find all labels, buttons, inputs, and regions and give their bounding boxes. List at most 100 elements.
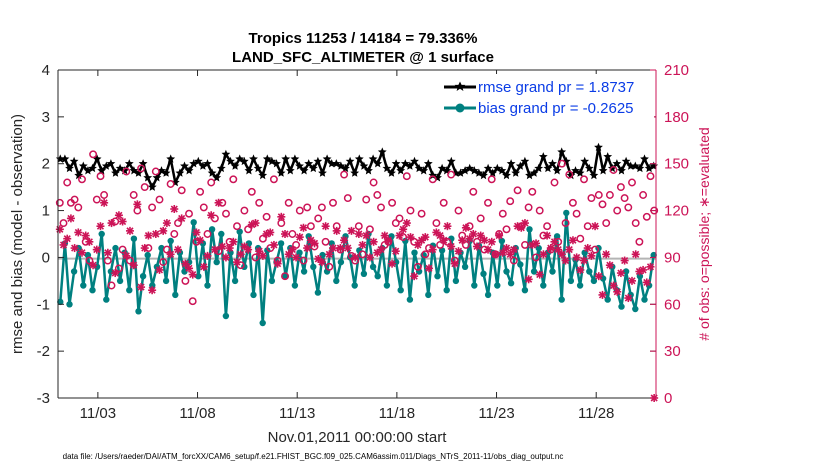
rmse-point xyxy=(584,163,594,173)
obs-evaluated-marker xyxy=(495,231,504,240)
obs-evaluated-marker xyxy=(384,236,393,245)
obs-evaluated-marker xyxy=(59,240,68,249)
rmse-point xyxy=(410,156,419,166)
obs-evaluated-stroke xyxy=(303,244,311,252)
obs-evaluated-stroke xyxy=(576,266,584,274)
rmse-point xyxy=(368,154,378,163)
obs-evaluated-marker xyxy=(144,231,153,240)
rmse-point xyxy=(184,166,194,175)
obs-evaluated-marker xyxy=(487,237,496,246)
bias-point xyxy=(167,237,174,245)
obs-evaluated-stroke xyxy=(107,219,116,227)
obs-possible-marker xyxy=(532,253,540,262)
obs-possible-marker xyxy=(436,240,445,249)
obs-evaluated-marker xyxy=(107,219,116,228)
obs-evaluated-stroke xyxy=(399,225,407,233)
bias-point xyxy=(333,277,340,285)
obs-possible-marker xyxy=(583,222,592,231)
obs-possible-marker xyxy=(114,264,123,273)
bias-point xyxy=(558,296,565,303)
rmse-point xyxy=(166,154,176,163)
rmse-point xyxy=(65,163,74,173)
obs-evaluated-marker xyxy=(292,253,301,262)
obs-possible-marker xyxy=(406,206,415,215)
bias-point xyxy=(291,282,299,289)
legend-bias-marker xyxy=(455,103,465,113)
obs-possible-marker xyxy=(251,253,260,262)
rmse-point xyxy=(161,168,171,177)
obs-evaluated-marker xyxy=(173,245,182,254)
obs-possible-marker xyxy=(59,219,68,228)
obs-evaluated-stroke xyxy=(259,252,267,260)
obs-possible-marker xyxy=(413,262,422,271)
x-axis-label: Nov.01,2011 00:00:00 start xyxy=(268,429,448,446)
obs-possible-marker xyxy=(244,225,253,234)
obs-evaluated-marker xyxy=(251,219,260,228)
obs-possible-marker xyxy=(417,209,426,218)
obs-possible-marker xyxy=(550,178,559,187)
obs-possible-marker xyxy=(402,172,411,181)
legend-bias-label: bias grand pr = -0.2625 xyxy=(478,100,634,117)
obs-evaluated-stroke xyxy=(89,261,97,269)
rmse-point xyxy=(575,168,585,177)
rmse-point xyxy=(304,159,314,168)
obs-possible-marker xyxy=(391,219,400,228)
obs-evaluated-stroke xyxy=(211,246,219,254)
obs-evaluated-marker xyxy=(428,245,437,254)
obs-possible-marker xyxy=(624,203,633,212)
obs-evaluated-stroke xyxy=(429,246,437,254)
obs-evaluated-stroke xyxy=(189,271,197,279)
obs-evaluated-stroke xyxy=(550,238,559,246)
obs-evaluated-marker xyxy=(421,233,430,242)
y2-tick-label: 0 xyxy=(664,390,672,407)
obs-evaluated-stroke xyxy=(307,236,315,244)
bias-point xyxy=(236,228,243,235)
obs-evaluated-stroke xyxy=(462,224,470,232)
rmse-point xyxy=(198,161,208,170)
obs-evaluated-marker xyxy=(210,245,219,254)
obs-possible-marker xyxy=(118,245,127,254)
obs-possible-marker xyxy=(354,222,363,231)
rmse-point xyxy=(216,163,226,173)
obs-evaluated-marker xyxy=(207,211,216,220)
obs-evaluated-stroke xyxy=(96,222,105,230)
rmse-point xyxy=(134,168,143,177)
obs-evaluated-stroke xyxy=(329,244,337,252)
bias-point xyxy=(383,282,391,289)
obs-evaluated-marker xyxy=(192,228,201,237)
bias-point xyxy=(181,268,188,275)
rmse-point xyxy=(88,163,97,173)
obs-possible-marker xyxy=(196,187,205,196)
obs-evaluated-marker xyxy=(295,233,304,242)
bias-point xyxy=(135,308,142,315)
obs-evaluated-marker xyxy=(557,250,566,259)
obs-evaluated-marker xyxy=(340,236,349,245)
obs-evaluated-marker xyxy=(561,256,570,265)
obs-evaluated-marker xyxy=(148,286,157,295)
rmse-point xyxy=(423,159,433,168)
y2-tick-label: 180 xyxy=(664,109,689,126)
obs-possible-marker xyxy=(561,219,570,228)
rmse-point xyxy=(538,152,548,161)
obs-evaluated-stroke xyxy=(226,244,234,252)
obs-evaluated-marker xyxy=(458,236,467,245)
obs-evaluated-marker xyxy=(620,256,629,265)
obs-possible-marker xyxy=(506,197,515,206)
obs-evaluated-stroke xyxy=(174,246,182,254)
obs-evaluated-stroke xyxy=(325,250,333,258)
obs-possible-marker xyxy=(151,167,160,176)
rmse-point xyxy=(147,182,157,191)
bias-point xyxy=(604,296,611,303)
obs-evaluated-marker xyxy=(151,230,160,238)
rmse-point xyxy=(221,149,231,159)
rmse-point xyxy=(193,156,203,166)
obs-evaluated-stroke xyxy=(181,260,189,268)
rmse-point xyxy=(387,168,396,177)
obs-evaluated-marker xyxy=(258,251,267,260)
rmse-point xyxy=(364,166,373,175)
rmse-point xyxy=(152,173,162,182)
obs-evaluated-marker xyxy=(100,198,109,207)
obs-evaluated-marker xyxy=(598,290,607,299)
obs-evaluated-marker xyxy=(568,236,577,245)
obs-possible-marker xyxy=(594,191,603,199)
